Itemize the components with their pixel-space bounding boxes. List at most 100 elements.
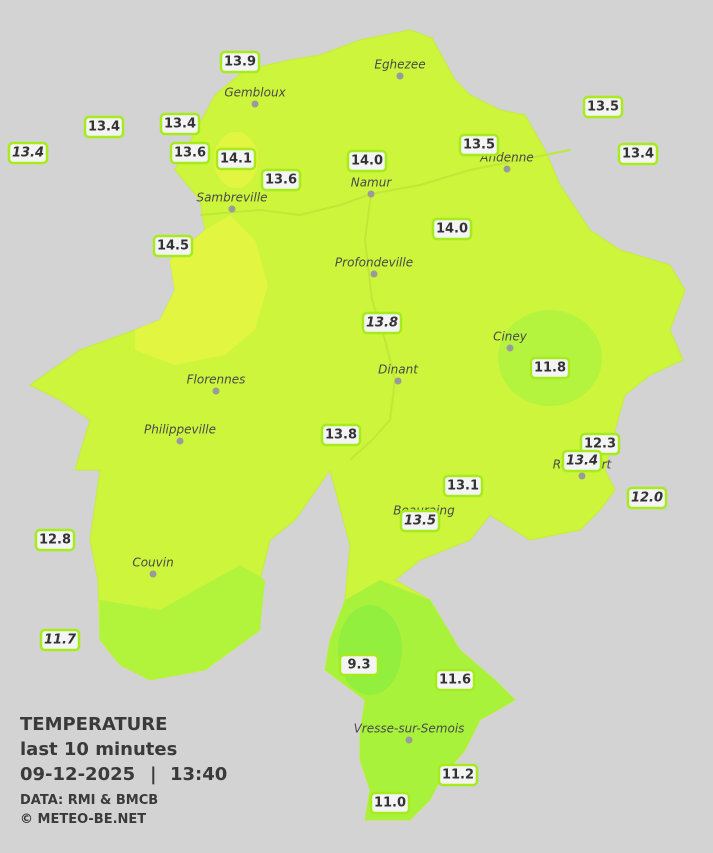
station-value: 11.2 — [442, 768, 474, 783]
station-value: 13.5 — [463, 138, 495, 153]
city-label: Philippeville — [144, 423, 216, 437]
city-dot — [394, 377, 402, 385]
city-label: Sambreville — [196, 191, 267, 205]
station-box — [338, 653, 380, 677]
legend-separator: | — [150, 764, 157, 785]
city-dot — [506, 344, 514, 352]
city-dot — [367, 190, 375, 198]
station-value: 13.5 — [587, 100, 619, 115]
station-box — [169, 141, 211, 165]
station-value: 12.3 — [584, 437, 616, 452]
station-value: 13.4 — [88, 120, 120, 135]
cold-zone — [338, 605, 402, 695]
station-value: 13.5 — [404, 514, 436, 529]
station: 13.6 — [260, 168, 302, 192]
station: 14.5 — [152, 234, 194, 258]
station-value: 12.0 — [631, 491, 663, 506]
station-value: 13.1 — [447, 479, 479, 494]
station-value: 13.6 — [174, 146, 206, 161]
station-value: 11.7 — [44, 633, 77, 648]
city-label: Namur — [351, 176, 393, 190]
station: 13.8 — [320, 423, 362, 447]
station-value: 9.3 — [347, 658, 370, 673]
station: 12.8 — [34, 528, 76, 552]
station-box — [361, 311, 403, 335]
station-value: 13.4 — [12, 146, 44, 161]
station-box — [529, 356, 571, 380]
station-value: 14.0 — [351, 154, 383, 169]
city-label: Couvin — [132, 556, 173, 570]
station: 13.5 — [458, 133, 500, 157]
station-value: 13.4 — [566, 454, 598, 469]
city-dot — [396, 72, 404, 80]
station-value: 11.0 — [374, 796, 406, 811]
city-dot — [503, 165, 511, 173]
legend-time: 13:40 — [170, 764, 227, 785]
station-box — [34, 528, 76, 552]
station-value: 13.9 — [224, 55, 256, 70]
station-box — [582, 95, 624, 119]
legend-subtitle: last 10 minutes — [20, 739, 177, 760]
station: 12.0 — [626, 486, 668, 510]
station: 13.5 — [399, 509, 441, 533]
station-box — [346, 149, 388, 173]
station: 14.0 — [431, 217, 473, 241]
city-label: Ciney — [493, 330, 528, 344]
station: 13.4 — [83, 115, 125, 139]
legend-date: 09-12-2025 — [20, 764, 135, 785]
station-box — [7, 141, 49, 165]
station: 11.6 — [434, 668, 476, 692]
station-box — [83, 115, 125, 139]
station-value: 13.4 — [164, 117, 196, 132]
station: 13.4 — [561, 449, 603, 473]
legend-title: TEMPERATURE — [20, 714, 167, 735]
station-box — [561, 449, 603, 473]
station-box — [437, 763, 479, 787]
city-label: Dinant — [378, 363, 419, 377]
city-dot — [149, 570, 157, 578]
station-box — [39, 628, 81, 652]
station-value: 14.1 — [220, 152, 252, 167]
station: 12.3 — [579, 432, 621, 456]
station-box — [399, 509, 441, 533]
city-dot — [370, 270, 378, 278]
city-label: Florennes — [187, 373, 246, 387]
city-label: Vresse-sur-Semois — [354, 722, 465, 736]
city-dot — [212, 387, 220, 395]
station-box — [626, 486, 668, 510]
city-label: Eghezee — [374, 58, 425, 72]
station: 14.1 — [215, 147, 257, 171]
station-box — [431, 217, 473, 241]
station-value: 12.8 — [39, 533, 71, 548]
station: 13.6 — [169, 141, 211, 165]
station: 11.2 — [437, 763, 479, 787]
legend-source: DATA: RMI & BMCB — [20, 793, 158, 808]
station: 13.5 — [582, 95, 624, 119]
station: 13.9 — [219, 50, 261, 74]
city-dot — [405, 736, 413, 744]
station: 9.3 — [338, 653, 380, 677]
station-box — [152, 234, 194, 258]
station: 13.1 — [442, 474, 484, 498]
station-box — [215, 147, 257, 171]
station-value: 11.6 — [439, 673, 471, 688]
station-box — [617, 142, 659, 166]
station-box — [434, 668, 476, 692]
city-dot — [228, 205, 236, 213]
station-value: 14.0 — [436, 222, 468, 237]
station: 13.8 — [361, 311, 403, 335]
station-value: 11.8 — [534, 361, 566, 376]
legend-copyright: © METEO-BE.NET — [20, 812, 146, 827]
station: 11.0 — [369, 791, 411, 815]
station-value: 13.4 — [622, 147, 654, 162]
legend: TEMPERATURE last 10 minutes 09-12-2025 |… — [20, 714, 227, 827]
cool-zone — [100, 565, 265, 680]
city-dot — [176, 437, 184, 445]
station-box — [219, 50, 261, 74]
station-box — [442, 474, 484, 498]
station: 11.7 — [39, 628, 81, 652]
station: 13.4 — [159, 112, 201, 136]
station-box — [260, 168, 302, 192]
station: 14.0 — [346, 149, 388, 173]
